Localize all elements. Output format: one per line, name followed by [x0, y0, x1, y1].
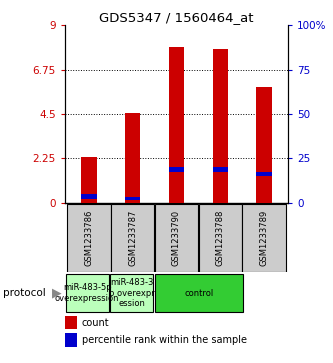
- Bar: [198, 204, 242, 272]
- Bar: [125, 197, 141, 200]
- Bar: [111, 274, 153, 313]
- Text: percentile rank within the sample: percentile rank within the sample: [82, 335, 247, 345]
- Text: GSM1233787: GSM1233787: [128, 209, 137, 266]
- Bar: [169, 167, 184, 172]
- Text: miR-483-3
p overexpr
ession: miR-483-3 p overexpr ession: [109, 278, 155, 308]
- Text: GSM1233786: GSM1233786: [85, 209, 94, 266]
- Bar: [81, 158, 97, 203]
- Text: control: control: [184, 289, 213, 298]
- Bar: [212, 167, 228, 172]
- Bar: [66, 274, 109, 313]
- Text: GSM1233789: GSM1233789: [259, 209, 268, 266]
- Bar: [65, 316, 77, 329]
- Text: miR-483-5p
overexpression: miR-483-5p overexpression: [55, 284, 120, 303]
- Bar: [81, 194, 97, 199]
- Text: GSM1233788: GSM1233788: [216, 209, 225, 266]
- Bar: [256, 172, 272, 176]
- Bar: [169, 47, 184, 203]
- Bar: [125, 113, 141, 203]
- Bar: [155, 204, 198, 272]
- Bar: [65, 334, 77, 347]
- Text: ▶: ▶: [52, 286, 61, 299]
- Text: count: count: [82, 318, 109, 328]
- Bar: [242, 204, 286, 272]
- Title: GDS5347 / 1560464_at: GDS5347 / 1560464_at: [99, 11, 254, 24]
- Text: protocol: protocol: [3, 288, 46, 298]
- Bar: [67, 204, 111, 272]
- Bar: [212, 49, 228, 203]
- Bar: [256, 86, 272, 203]
- Bar: [155, 274, 242, 313]
- Bar: [111, 204, 155, 272]
- Text: GSM1233790: GSM1233790: [172, 209, 181, 266]
